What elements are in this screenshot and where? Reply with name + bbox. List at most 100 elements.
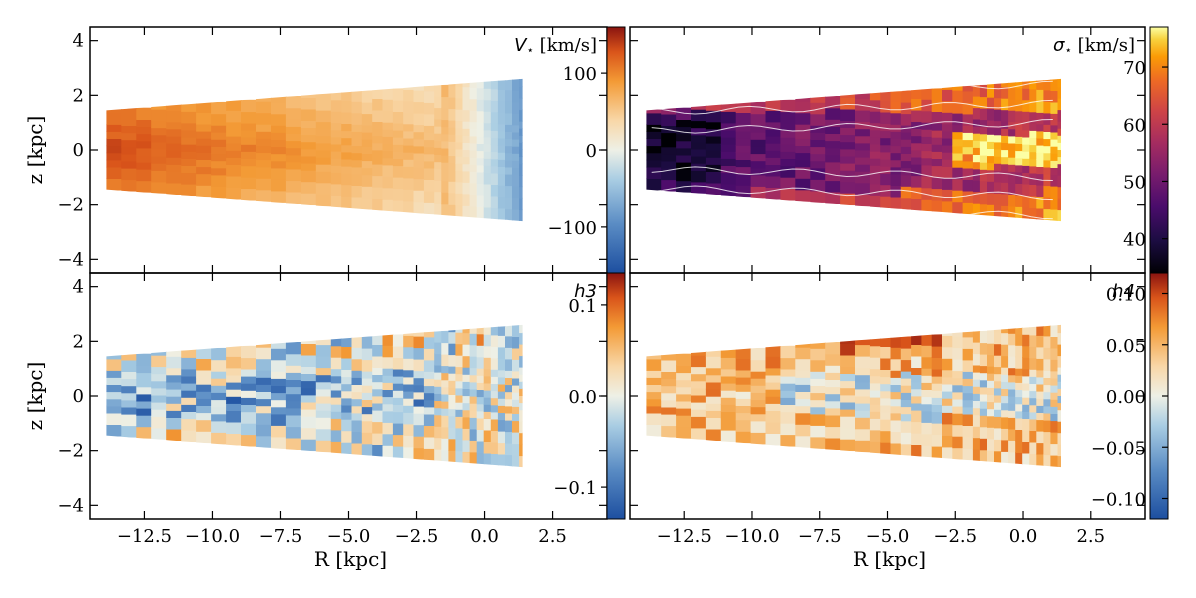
map-cell xyxy=(285,191,302,204)
map-cell xyxy=(1057,127,1061,136)
map-cell xyxy=(361,443,373,456)
map-cell xyxy=(166,135,182,144)
map-cell xyxy=(413,335,425,349)
map-cell xyxy=(413,101,425,114)
map-cell xyxy=(952,358,964,372)
map-cell xyxy=(256,391,272,400)
map-cell xyxy=(1029,207,1038,220)
map-cell xyxy=(795,412,811,425)
map-cell xyxy=(434,330,443,343)
map-cell xyxy=(181,158,197,166)
map-cell xyxy=(351,431,363,444)
map-cell xyxy=(300,380,317,389)
map-cell xyxy=(403,335,415,348)
map-cell xyxy=(372,344,384,357)
map-cell xyxy=(490,144,499,153)
map-cell xyxy=(121,113,138,126)
map-cell xyxy=(720,368,737,377)
map-cell xyxy=(691,134,707,143)
map-cell xyxy=(1043,208,1052,221)
map-cell xyxy=(136,180,153,193)
map-cell xyxy=(1022,368,1030,377)
map-cell xyxy=(441,84,450,98)
map-cell xyxy=(300,343,317,356)
map-cell xyxy=(519,97,523,111)
map-cell xyxy=(441,400,450,409)
map-cell xyxy=(921,164,933,177)
map-cell xyxy=(1008,171,1016,184)
map-cell xyxy=(952,152,964,161)
map-cell xyxy=(330,403,342,412)
map-cell xyxy=(413,398,425,407)
map-cell xyxy=(795,89,811,102)
map-cell xyxy=(372,388,384,397)
map-cell xyxy=(1036,144,1045,153)
map-cell xyxy=(341,184,353,197)
map-cell xyxy=(455,401,464,410)
map-cell xyxy=(750,347,767,361)
map-cell xyxy=(392,151,404,159)
map-cell xyxy=(987,331,995,344)
map-cell xyxy=(476,110,485,123)
map-cell xyxy=(1036,430,1045,444)
map-cell xyxy=(1036,405,1045,413)
map-cell xyxy=(256,89,272,102)
map-cell xyxy=(931,129,943,138)
map-cell xyxy=(372,409,384,423)
map-cell xyxy=(780,144,797,152)
map-cell xyxy=(455,155,464,164)
map-cell xyxy=(646,405,662,414)
map-cell xyxy=(166,110,182,123)
map-cell xyxy=(942,137,954,146)
map-cell xyxy=(476,157,485,166)
map-cell xyxy=(994,108,1002,122)
map-cell xyxy=(151,354,167,368)
map-cell xyxy=(720,143,737,152)
map-cell xyxy=(469,149,478,158)
map-cell xyxy=(750,160,767,169)
map-cell xyxy=(810,413,826,426)
map-cell xyxy=(226,374,242,383)
map-cell xyxy=(880,418,892,432)
map-cell xyxy=(750,153,767,162)
map-cell xyxy=(455,331,464,345)
map-cell xyxy=(241,411,257,424)
map-cell xyxy=(962,125,974,133)
map-cell xyxy=(952,159,964,168)
map-cell xyxy=(972,414,981,427)
map-cell xyxy=(1008,135,1016,144)
x-tick-label: 2.5 xyxy=(1076,526,1105,547)
map-cell xyxy=(341,411,353,420)
map-cell xyxy=(196,137,212,146)
map-cell xyxy=(512,90,520,103)
map-cell xyxy=(962,399,974,408)
map-cell xyxy=(942,200,954,213)
map-cell xyxy=(952,78,964,91)
map-cell xyxy=(505,370,513,378)
map-cell xyxy=(972,448,981,462)
map-cell xyxy=(519,332,523,345)
map-cell xyxy=(962,325,974,338)
map-cell xyxy=(890,391,902,400)
map-cell xyxy=(987,438,995,451)
map-cell xyxy=(330,389,342,398)
map-cell xyxy=(952,377,964,386)
map-cell xyxy=(676,372,692,381)
map-cell xyxy=(765,175,782,188)
map-cell xyxy=(330,143,342,152)
map-cell xyxy=(1057,149,1061,158)
map-cell xyxy=(1036,324,1045,336)
map-cell xyxy=(780,136,797,145)
map-cell xyxy=(403,137,415,146)
map-cell xyxy=(256,131,272,139)
map-cell xyxy=(382,445,394,458)
map-cell xyxy=(455,148,464,157)
map-cell xyxy=(181,389,197,398)
map-cell xyxy=(661,359,677,372)
map-cell xyxy=(1001,156,1009,165)
map-cell xyxy=(441,426,450,439)
map-cell xyxy=(462,128,471,136)
map-cell xyxy=(1057,135,1061,143)
map-cell xyxy=(1029,376,1038,384)
